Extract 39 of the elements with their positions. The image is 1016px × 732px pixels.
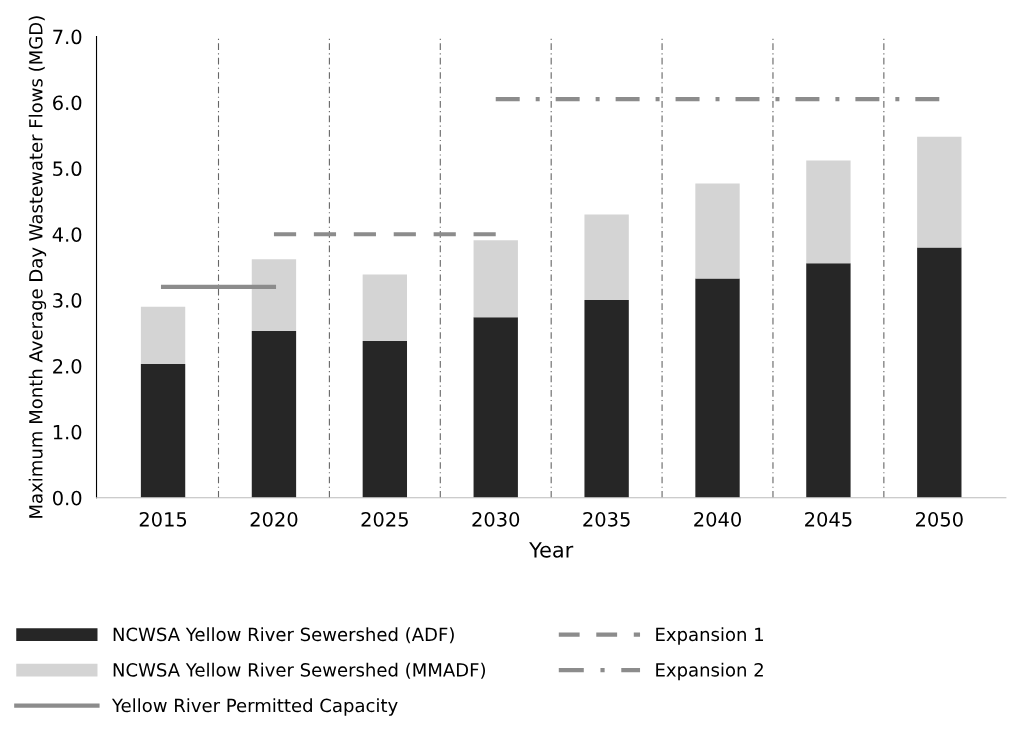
x-tick-label: 2025 [361, 511, 408, 527]
x-tick-label: 2015 [139, 511, 187, 527]
bar [806, 263, 851, 498]
bar [695, 183, 740, 279]
y-tick-label: 7.0 [53, 29, 82, 45]
y-tick-label: 6.0 [53, 95, 82, 111]
x-tick-label: 2045 [805, 511, 852, 527]
y-tick-label: 1.0 [53, 424, 82, 440]
legend-label: NCWSA Yellow River Sewershed (ADF) [113, 627, 454, 644]
y-tick-label: 3.0 [53, 293, 82, 308]
bar [362, 340, 408, 498]
legend-label: Expansion 2 [656, 662, 763, 681]
legend-label: Expansion 1 [656, 627, 764, 645]
bar [251, 259, 297, 332]
x-tick-label: 2040 [694, 511, 741, 527]
bar [473, 240, 518, 318]
y-tick-label: 2.0 [53, 358, 82, 374]
legend-label: NCWSA Yellow River Sewershed (MMADF) [113, 662, 486, 679]
bar [251, 331, 297, 498]
bar [140, 364, 186, 498]
bar [917, 136, 962, 248]
legend-label: Yellow River Permitted Capacity [111, 698, 398, 716]
x-tick-label: 2030 [472, 511, 520, 527]
y-tick-label: 0.0 [52, 490, 82, 506]
bar [584, 300, 629, 498]
bar [806, 160, 851, 264]
y-tick-label: 5.0 [53, 161, 82, 177]
bar [140, 306, 186, 365]
bar [473, 317, 518, 498]
bar [917, 247, 962, 498]
bar [362, 274, 408, 341]
x-tick-label: 2020 [250, 511, 298, 527]
bar [695, 278, 740, 498]
x-tick-label: 2050 [915, 511, 963, 527]
y-axis-title: Maximum Month Average Day Wastewater Flows (MGD) [28, 16, 47, 518]
x-tick-label: 2035 [583, 511, 630, 527]
y-tick-label: 4.0 [52, 227, 82, 242]
x-axis-title: Year [529, 542, 574, 558]
bar [584, 214, 629, 301]
